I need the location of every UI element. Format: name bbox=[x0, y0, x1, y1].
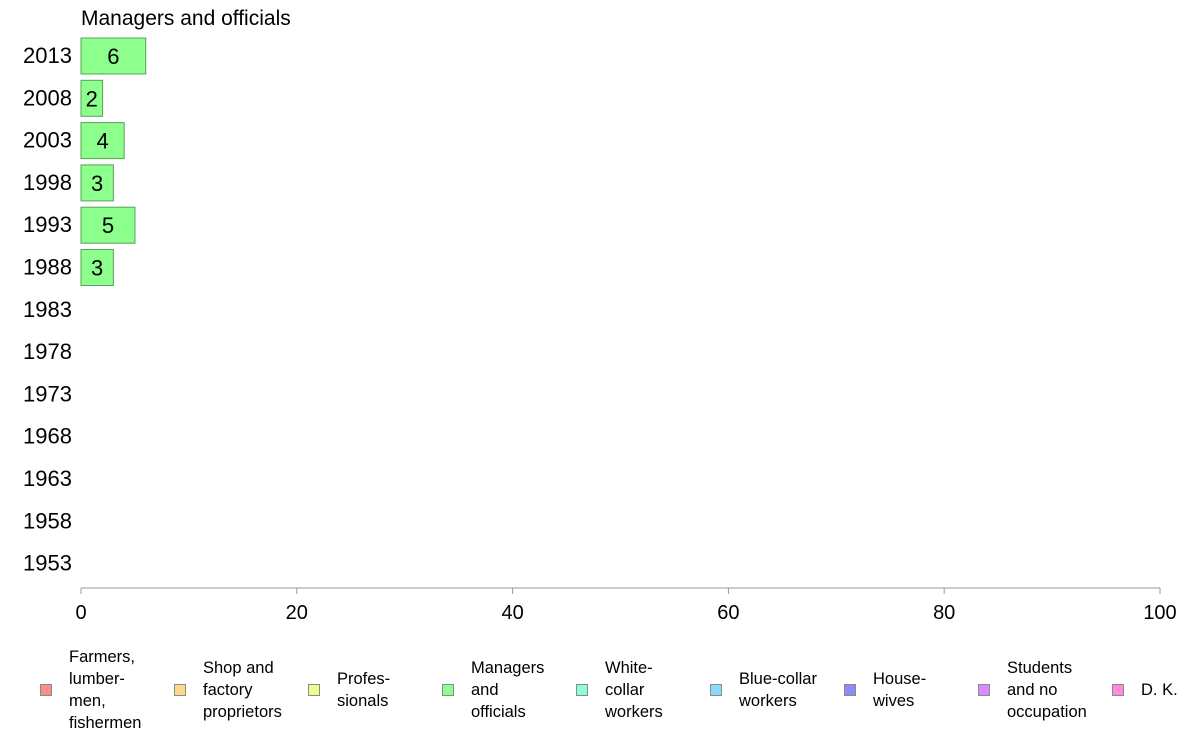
bar bbox=[80, 122, 125, 160]
bar bbox=[80, 37, 147, 75]
legend-swatch bbox=[978, 684, 990, 696]
bar-data-label: 2 bbox=[86, 86, 98, 111]
x-tick-label: 0 bbox=[75, 602, 86, 624]
legend-item: White- collar workers bbox=[576, 657, 663, 723]
y-tick-label: 2013 bbox=[23, 43, 72, 68]
legend-item: House- wives bbox=[844, 668, 926, 712]
legend-swatch bbox=[710, 684, 722, 696]
legend-swatch bbox=[442, 684, 454, 696]
y-tick-label: 1993 bbox=[23, 212, 72, 237]
legend: Farmers, lumber- men, fishermen Shop and … bbox=[0, 646, 1188, 732]
legend-label: White- collar workers bbox=[605, 659, 663, 721]
legend-swatch bbox=[844, 684, 856, 696]
x-tick-label: 40 bbox=[501, 602, 523, 624]
y-tick-label: 1963 bbox=[23, 466, 72, 491]
legend-label: Blue-collar workers bbox=[739, 670, 817, 710]
bar bbox=[80, 206, 136, 244]
y-tick-label: 1953 bbox=[23, 551, 72, 576]
legend-item: Farmers, lumber- men, fishermen bbox=[40, 646, 141, 734]
legend-swatch bbox=[308, 684, 320, 696]
bars-layer: 62 4 3 5 3 bbox=[80, 37, 147, 286]
legend-item: Shop and factory proprietors bbox=[174, 657, 282, 723]
legend-label: Shop and factory proprietors bbox=[203, 659, 282, 721]
x-tick-label: 20 bbox=[286, 602, 308, 624]
legend-label: House- wives bbox=[873, 670, 927, 710]
bar bbox=[80, 79, 104, 117]
legend-item: D. K. bbox=[1112, 679, 1178, 701]
chart-title: Managers and officials bbox=[81, 7, 291, 30]
x-axis: 0 20 40 60 80 100 bbox=[75, 587, 1177, 624]
y-tick-label: 1958 bbox=[23, 508, 72, 533]
y-tick-label: 1983 bbox=[23, 297, 72, 322]
y-tick-label: 1978 bbox=[23, 339, 72, 364]
legend-label: Farmers, lumber- men, fishermen bbox=[69, 648, 142, 732]
legend-swatch bbox=[40, 684, 52, 696]
bar bbox=[80, 164, 114, 202]
legend-item: Managers and officials bbox=[442, 657, 544, 723]
legend-label: Managers and officials bbox=[471, 659, 545, 721]
bar-data-label: 3 bbox=[91, 171, 103, 196]
legend-item: Students and no occupation bbox=[978, 657, 1087, 723]
legend-label: D. K. bbox=[1141, 681, 1178, 699]
legend-item: Profes- sionals bbox=[308, 668, 390, 712]
y-tick-label: 1968 bbox=[23, 424, 72, 449]
x-tick-label: 60 bbox=[717, 602, 739, 624]
bar-data-label: 5 bbox=[102, 213, 114, 238]
bar-data-label: 4 bbox=[96, 129, 108, 154]
legend-swatch bbox=[1112, 684, 1124, 696]
legend-swatch bbox=[174, 684, 186, 696]
legend-label: Profes- sionals bbox=[337, 670, 391, 710]
bar-data-label: 3 bbox=[91, 256, 103, 281]
legend-item: Blue-collar workers bbox=[710, 668, 817, 712]
bar bbox=[80, 249, 114, 286]
y-tick-label: 1998 bbox=[23, 170, 72, 195]
y-tick-label: 2003 bbox=[23, 128, 72, 153]
legend-swatch bbox=[576, 684, 588, 696]
x-tick-label: 100 bbox=[1143, 602, 1176, 624]
y-tick-label: 1973 bbox=[23, 381, 72, 406]
legend-label: Students and no occupation bbox=[1007, 659, 1087, 721]
bar-data-label: 6 bbox=[107, 44, 119, 69]
y-tick-label: 1988 bbox=[23, 255, 72, 280]
y-tick-label: 2008 bbox=[23, 85, 72, 110]
x-tick-label: 80 bbox=[933, 602, 955, 624]
y-axis-labels: 2013 2008 2003 1998 1993 1988 1983 1978 1973 1968… bbox=[23, 43, 72, 576]
